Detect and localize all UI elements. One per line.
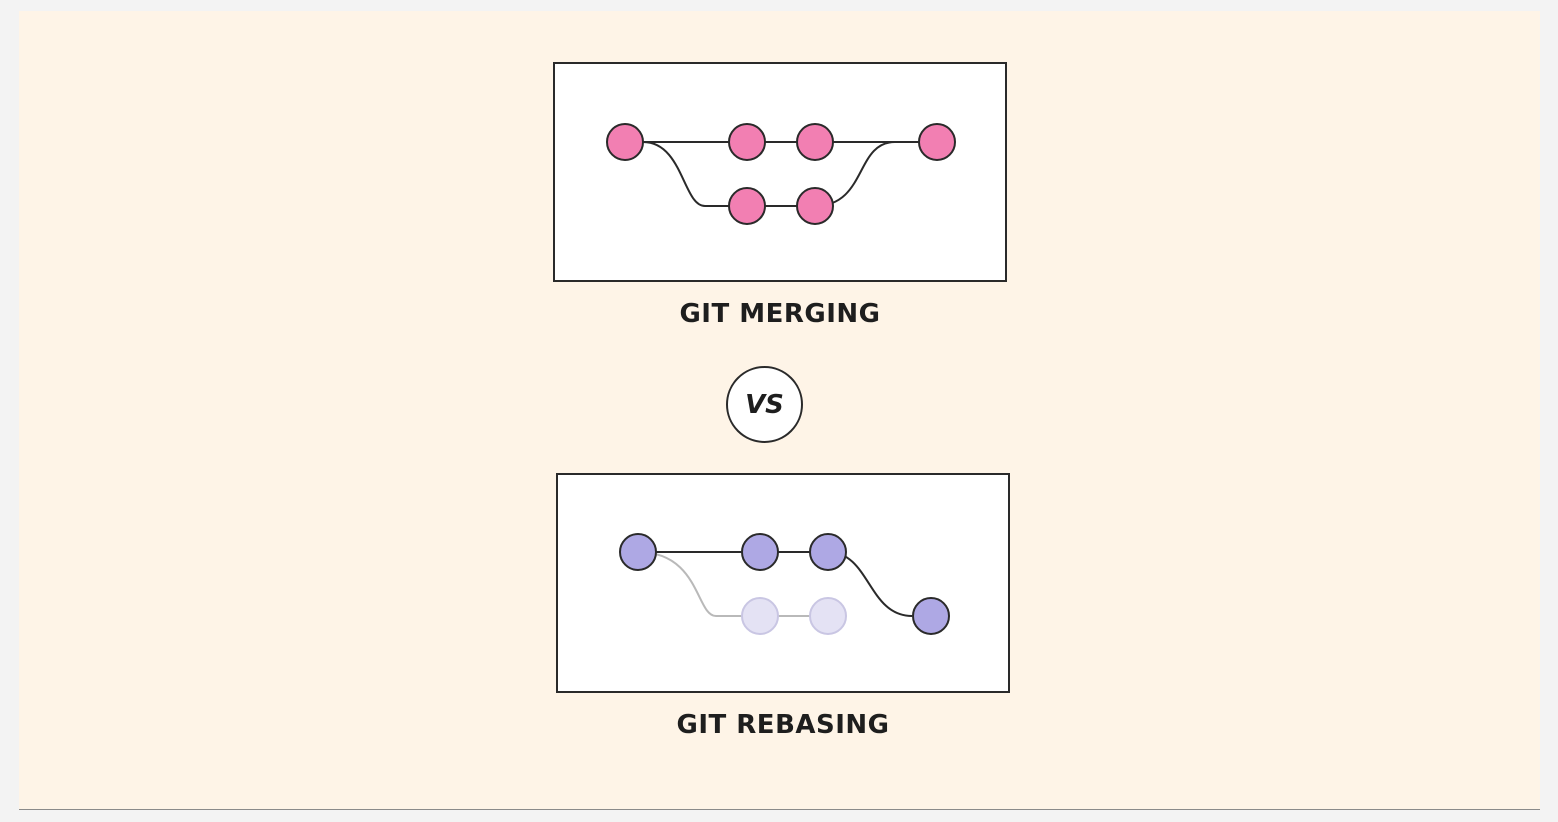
rebasing-faded-commit-node [809,597,847,635]
rebasing-commit-node [809,533,847,571]
vs-badge: VS [726,366,803,443]
bottom-divider [19,809,1540,810]
merging-graph [606,123,956,225]
rebasing-diagram-panel [556,473,1010,693]
merging-feature-commit-node [728,187,766,225]
merging-fork-curve [642,141,747,207]
rebasing-faded-fork-curve [637,551,760,617]
rebasing-graph [619,533,950,635]
rebasing-rebased-commit-node [912,597,950,635]
merging-feature-commit-node [796,187,834,225]
rebasing-faded-commit-node [741,597,779,635]
rebasing-caption: GIT REBASING [676,710,890,740]
merging-commit-node [728,123,766,161]
rebasing-commit-node [619,533,657,571]
merging-diagram-panel [553,62,1007,282]
merging-commit-node [796,123,834,161]
merging-caption: GIT MERGING [679,299,881,329]
rebasing-commit-node [741,533,779,571]
merging-commit-node [918,123,956,161]
merging-commit-node [606,123,644,161]
